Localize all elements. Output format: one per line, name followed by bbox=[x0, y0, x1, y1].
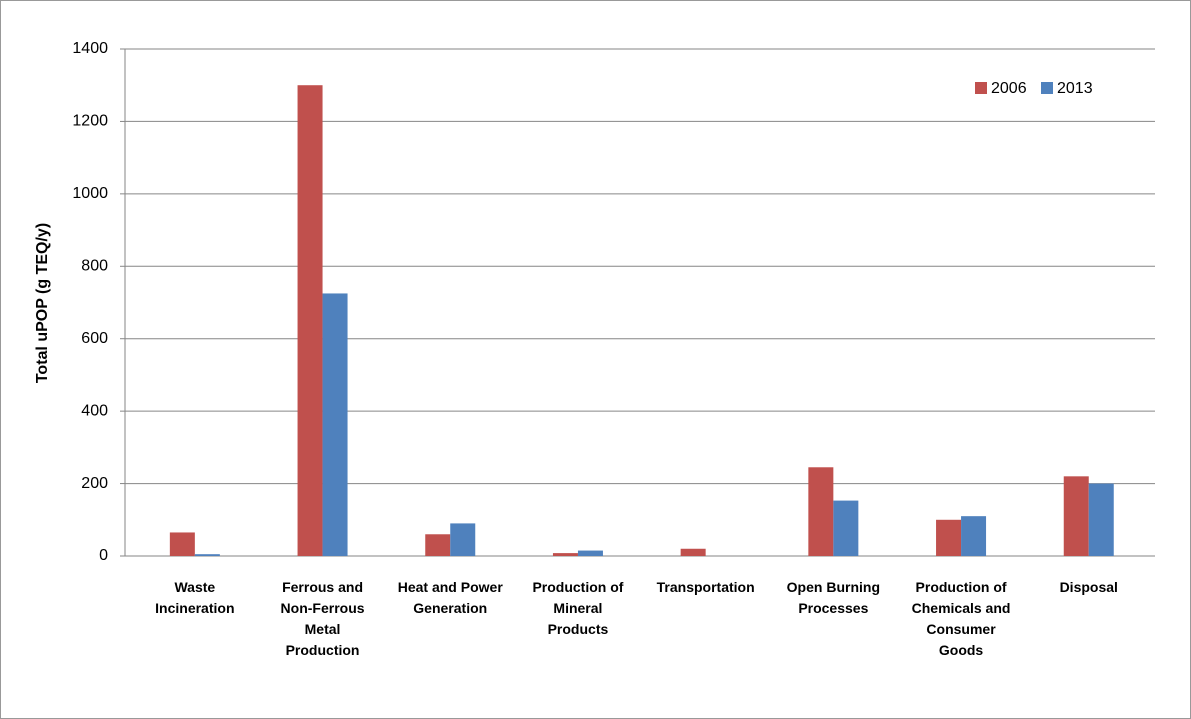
y-axis-label: Total uPOP (g TEQ/y) bbox=[34, 223, 51, 383]
bar bbox=[680, 548, 706, 556]
y-tick-label: 200 bbox=[81, 475, 108, 492]
bar bbox=[425, 534, 451, 556]
y-tick-label: 1400 bbox=[72, 40, 108, 57]
x-tick-label: Open Burning Processes bbox=[786, 579, 880, 616]
x-tick-label: Disposal bbox=[1059, 579, 1118, 595]
legend-swatch bbox=[1041, 82, 1053, 94]
bar bbox=[577, 550, 603, 556]
bar bbox=[1088, 483, 1114, 556]
x-tick-label: Heat and Power Generation bbox=[397, 579, 503, 616]
bar bbox=[450, 523, 476, 556]
y-tick-label: 400 bbox=[81, 402, 108, 419]
bar bbox=[297, 85, 323, 556]
bar bbox=[808, 467, 834, 556]
bar bbox=[322, 293, 348, 556]
y-tick-label: 800 bbox=[81, 258, 108, 275]
y-tick-label: 0 bbox=[99, 547, 108, 564]
legend-label: 2006 bbox=[991, 80, 1027, 97]
bar bbox=[1063, 476, 1089, 556]
legend-swatch bbox=[975, 82, 987, 94]
bar bbox=[833, 500, 859, 556]
y-tick-label: 1200 bbox=[72, 113, 108, 130]
x-tick-label: Transportation bbox=[656, 579, 755, 595]
legend-label: 2013 bbox=[1057, 80, 1093, 97]
bar bbox=[194, 554, 220, 556]
bar bbox=[961, 516, 987, 556]
bar bbox=[936, 519, 962, 556]
x-tick-label: Waste Incineration bbox=[155, 579, 235, 616]
bar bbox=[552, 553, 578, 556]
bar bbox=[169, 532, 195, 556]
y-tick-label: 1000 bbox=[72, 185, 108, 202]
x-tick-label: Ferrous and Non-Ferrous Metal Production bbox=[280, 579, 365, 658]
x-tick-label: Production of Chemicals and Consumer Goo… bbox=[911, 579, 1011, 658]
y-tick-label: 600 bbox=[81, 330, 108, 347]
x-tick-label: Production of Mineral Products bbox=[532, 579, 624, 637]
